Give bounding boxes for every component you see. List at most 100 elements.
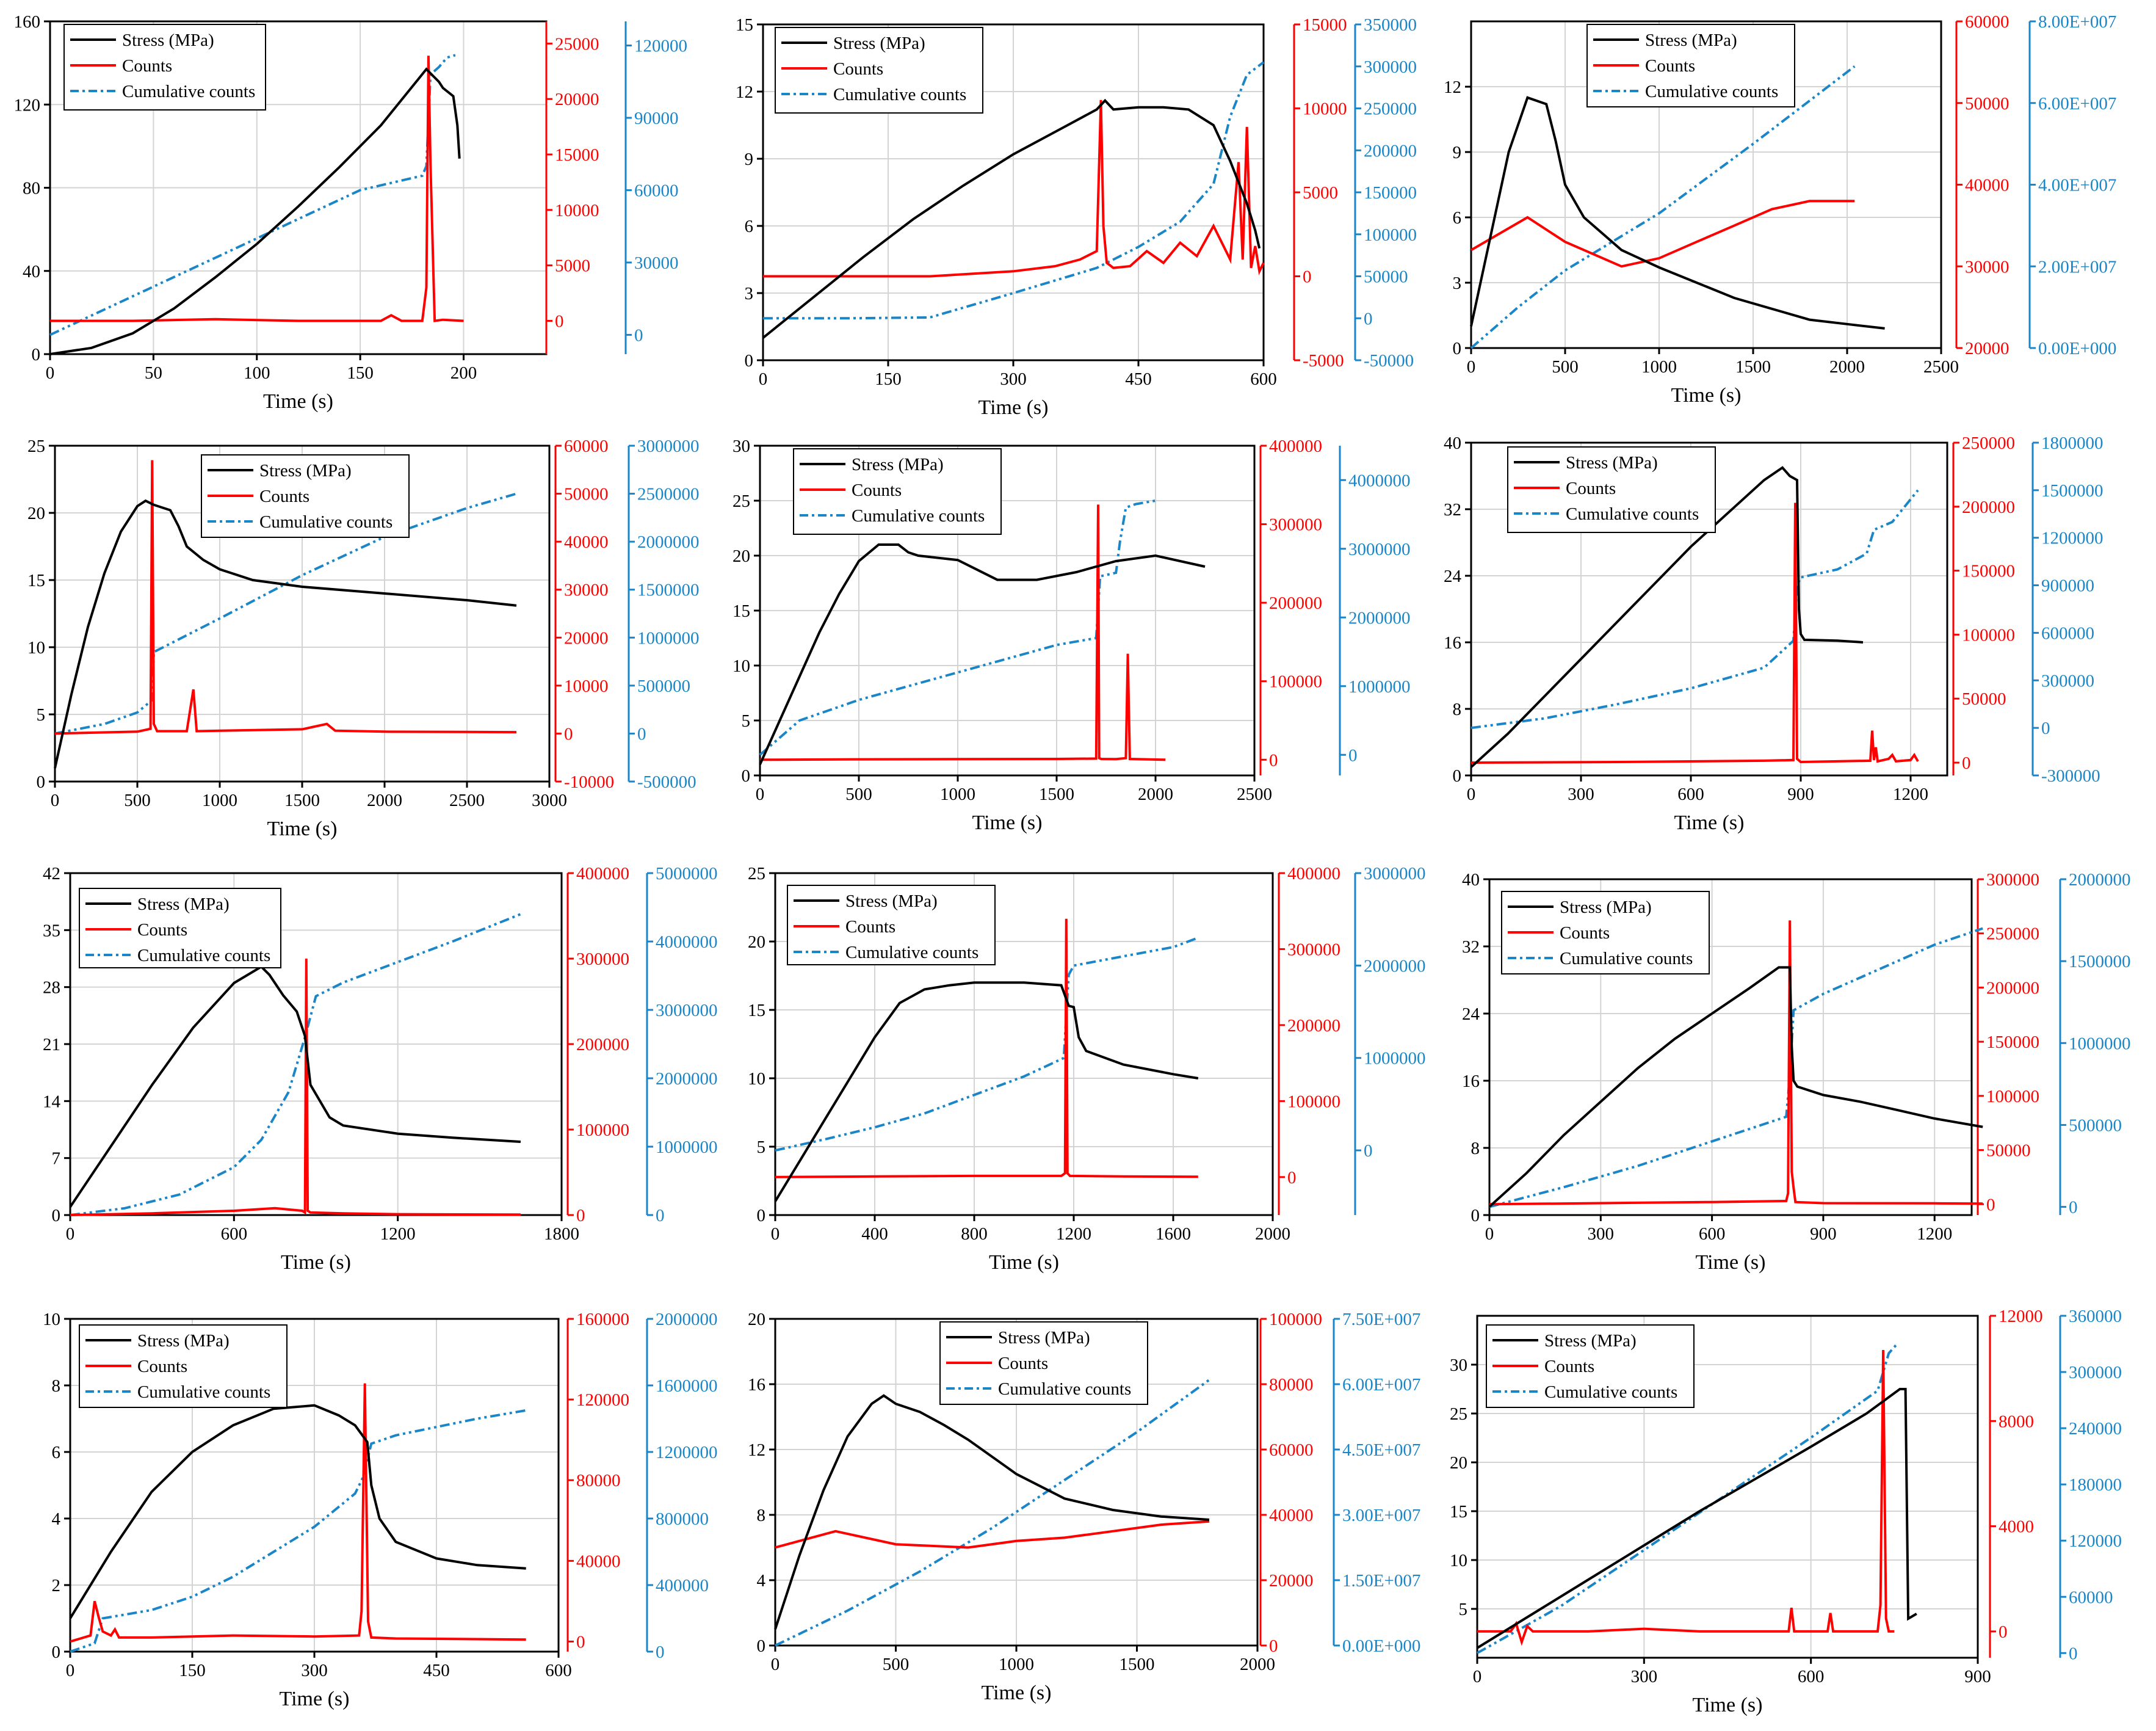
chart-panel-5: 0 500 1000 1500 2000 2500 Time (s) 0 5 10 15 20 25 30… <box>733 437 1411 834</box>
cumulative-tick-label: 900000 <box>2041 576 2094 596</box>
stress-tick-label: 8 <box>52 1376 61 1396</box>
legend-label: Counts <box>1544 1357 1594 1376</box>
x-tick-label: 800 <box>961 1224 988 1244</box>
x-tick-label: 1500 <box>1039 785 1074 804</box>
stress-line <box>1488 966 1983 1208</box>
plot-frame <box>1470 20 1942 349</box>
legend-label: Cumulative counts <box>845 943 979 962</box>
stress-tick-label: 0 <box>1453 339 1462 358</box>
counts-tick-label: 0 <box>1303 267 1312 287</box>
chart-panel-3: 0 500 1000 1500 2000 2500 Time (s) 0 3 6 9 12 20000 3… <box>1444 12 2116 407</box>
stress-tick-label: 16 <box>1444 633 1461 653</box>
x-axis-label: Time (s) <box>1696 1251 1766 1274</box>
stress-tick-label: 20 <box>748 932 765 952</box>
stress-tick-label: 5 <box>1459 1600 1468 1619</box>
x-tick-label: 2000 <box>1138 785 1173 804</box>
cumulative-tick-label: 240000 <box>2069 1419 2122 1439</box>
cumulative-tick-label: 0.00E+000 <box>1342 1636 1420 1656</box>
x-tick-label: 1800 <box>544 1224 579 1244</box>
cumulative-tick-label: 2000000 <box>2069 870 2131 890</box>
legend-label: Stress (MPa) <box>1560 898 1652 917</box>
counts-tick-label: 15000 <box>1303 15 1347 35</box>
x-tick-label: 1200 <box>1056 1224 1091 1244</box>
cumulative-tick-label: 1200000 <box>2041 529 2104 548</box>
stress-tick-label: 20 <box>1450 1453 1467 1473</box>
legend-label: Counts <box>122 56 172 76</box>
cumulative-tick-label: 3000000 <box>637 437 700 456</box>
stress-tick-label: 10 <box>733 656 750 676</box>
stress-tick-label: 0 <box>757 1636 766 1656</box>
counts-tick-label: 40000 <box>576 1551 621 1571</box>
stress-tick-label: 3 <box>1453 274 1462 293</box>
legend-label: Cumulative counts <box>833 85 966 104</box>
counts-tick-label: 0 <box>1269 1636 1278 1656</box>
stress-tick-label: 8 <box>757 1506 766 1525</box>
stress-tick-label: 8 <box>1471 1139 1480 1158</box>
cumulative-tick-label: 5000000 <box>656 864 718 884</box>
stress-tick-label: 15 <box>27 571 45 590</box>
legend: Stress (MPa) Counts Cumulative counts <box>939 1321 1148 1405</box>
x-tick-label: 2500 <box>1923 357 1959 377</box>
counts-line <box>763 100 1265 278</box>
cumulative-tick-label: 800000 <box>656 1509 709 1529</box>
cumulative-tick-label: 250000 <box>1364 100 1417 119</box>
stress-tick-label: 0 <box>37 772 46 792</box>
x-axis-label: Time (s) <box>281 1251 351 1274</box>
legend-label: Counts <box>833 59 883 79</box>
counts-line <box>759 504 1166 761</box>
counts-tick-label: 10000 <box>1303 100 1347 119</box>
stress-line <box>1470 466 1864 768</box>
counts-tick-label: 20000 <box>1269 1571 1314 1591</box>
stress-tick-label: 25 <box>27 437 45 456</box>
x-tick-label: 500 <box>845 785 872 804</box>
plot-frame <box>1476 1315 1979 1659</box>
legend-label: Cumulative counts <box>1645 82 1778 101</box>
cumulative-tick-label: 4000000 <box>656 932 718 952</box>
legend-label: Stress (MPa) <box>1544 1331 1637 1351</box>
cumulative-tick-label: 0 <box>2041 719 2050 738</box>
x-tick-label: 0 <box>1467 785 1476 804</box>
stress-tick-label: 0 <box>745 351 754 371</box>
cumulative-tick-label: 1200000 <box>656 1443 718 1462</box>
cumulative-tick-label: -500000 <box>637 772 696 792</box>
cumulative-tick-label: 500000 <box>637 677 690 696</box>
stress-tick-label: 8 <box>1453 700 1462 719</box>
legend-label: Counts <box>845 917 895 937</box>
cumulative-tick-label: 1000000 <box>637 628 700 648</box>
legend-label: Cumulative counts <box>852 506 985 526</box>
cumulative-counts-line <box>763 61 1265 320</box>
cumulative-tick-label: 0 <box>2069 1198 2078 1218</box>
x-tick-label: 150 <box>179 1661 206 1680</box>
legend-label: Stress (MPa) <box>998 1328 1090 1348</box>
counts-tick-label: 100000 <box>1287 1092 1340 1111</box>
x-tick-label: 0 <box>1485 1224 1494 1244</box>
counts-tick-label: 5000 <box>555 256 590 276</box>
x-tick-label: 500 <box>883 1655 910 1674</box>
counts-tick-label: 300000 <box>1986 870 2039 890</box>
counts-tick-label: 150000 <box>1962 562 2015 581</box>
x-tick-label: 1500 <box>1735 357 1771 377</box>
legend-label: Cumulative counts <box>122 82 255 101</box>
cumulative-tick-label: 120000 <box>634 36 687 56</box>
counts-tick-label: 40000 <box>1269 1506 1314 1525</box>
x-tick-label: 2000 <box>1829 357 1865 377</box>
stress-tick-label: 24 <box>1444 567 1462 586</box>
legend-label: Stress (MPa) <box>1645 31 1737 50</box>
legend-label: Counts <box>852 481 902 500</box>
counts-tick-label: 8000 <box>1999 1412 2034 1431</box>
cumulative-tick-label: 150000 <box>1364 183 1417 203</box>
cumulative-tick-label: 90000 <box>634 109 679 128</box>
cumulative-tick-label: 400000 <box>656 1576 709 1595</box>
cumulative-tick-label: 300000 <box>2069 1363 2122 1382</box>
legend-label: Cumulative counts <box>1544 1382 1677 1402</box>
stress-tick-label: 0 <box>52 1642 61 1662</box>
x-tick-label: 900 <box>1964 1667 1991 1686</box>
x-tick-label: 1000 <box>202 791 237 810</box>
cumulative-counts-line <box>1477 1343 1898 1655</box>
legend-box <box>939 1321 1148 1405</box>
legend-label: Stress (MPa) <box>1566 453 1658 473</box>
cumulative-tick-label: 500000 <box>2069 1116 2122 1135</box>
counts-tick-label: 0 <box>1269 750 1278 770</box>
stress-tick-label: 25 <box>1450 1404 1467 1424</box>
chart-panel-8: 0 400 800 1200 1600 2000 Time (s) 0 5 10 15 20 25 0 10… <box>748 864 1426 1274</box>
